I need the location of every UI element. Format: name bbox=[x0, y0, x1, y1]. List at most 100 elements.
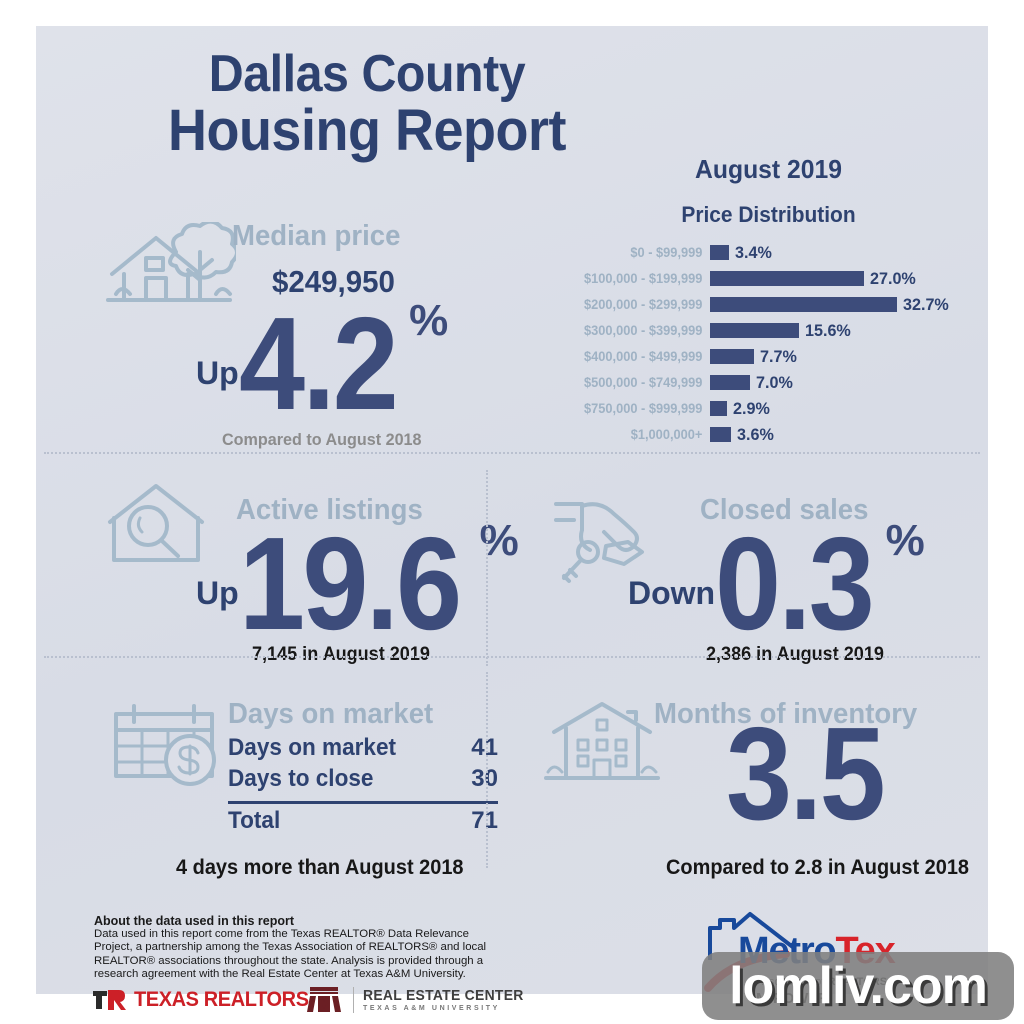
bar-track: 7.0% bbox=[710, 373, 976, 393]
active-listings-change: Up 19.6 % bbox=[196, 509, 519, 657]
bar-fill bbox=[710, 349, 754, 364]
bar-track: 15.6% bbox=[710, 321, 976, 341]
bar-track: 3.6% bbox=[710, 425, 976, 445]
rec-line-1: REAL ESTATE CENTER bbox=[363, 988, 524, 1004]
bar-row: $400,000 - $499,999 7.7% bbox=[556, 344, 976, 369]
bar-category-label: $0 - $99,999 bbox=[630, 245, 703, 260]
bar-track: 7.7% bbox=[710, 347, 976, 367]
bar-row: $200,000 - $299,999 32.7% bbox=[556, 292, 976, 317]
active-listings-direction: Up bbox=[196, 575, 239, 611]
bar-category-label: $100,000 - $199,999 bbox=[584, 271, 703, 286]
active-listings-note: 7,145 in August 2019 bbox=[252, 644, 430, 665]
bar-fill bbox=[710, 245, 730, 260]
bar-value-label: 27.0% bbox=[870, 268, 917, 288]
bar-row: $0 - $99,999 3.4% bbox=[556, 240, 976, 265]
bar-value-label: 2.9% bbox=[732, 398, 770, 418]
table-row: Days on market 41 bbox=[228, 734, 498, 765]
bar-fill bbox=[710, 427, 731, 442]
real-estate-center-logo: REAL ESTATE CENTER TEXAS A&M UNIVERSITY bbox=[304, 986, 530, 1014]
bar-row: $1,000,000+ 3.6% bbox=[556, 422, 976, 447]
price-distribution-chart: $0 - $99,999 3.4% $100,000 - $199,999 27.0%… bbox=[556, 240, 976, 448]
table-row-label: Days on market bbox=[228, 734, 397, 761]
bar-fill bbox=[710, 271, 865, 286]
watermark-text: lomliv.com bbox=[729, 957, 988, 1015]
watermark-plate bbox=[702, 952, 1014, 1020]
bar-category-label: $300,000 - $399,999 bbox=[584, 323, 703, 338]
months-of-inventory-heading: Months of inventory bbox=[654, 698, 918, 730]
bar-category-label: $500,000 - $749,999 bbox=[584, 375, 703, 390]
divider-row-2 bbox=[44, 656, 980, 658]
closed-sales-change: Down 0.3 % bbox=[628, 509, 925, 657]
bar-track: 27.0% bbox=[710, 269, 976, 289]
median-price-change: Up 4.2 % bbox=[196, 289, 449, 437]
apartment-building-icon bbox=[544, 702, 660, 780]
texas-realtors-mark-icon bbox=[92, 988, 126, 1012]
page-title: Dallas County Housing Report bbox=[132, 45, 602, 164]
bar-fill bbox=[710, 375, 750, 390]
bar-row: $300,000 - $399,999 15.6% bbox=[556, 318, 976, 343]
median-change-value: 4.2 bbox=[238, 289, 399, 437]
table-row-value: 41 bbox=[471, 734, 498, 761]
bar-value-label: 7.7% bbox=[760, 346, 797, 366]
logo-separator bbox=[353, 987, 354, 1013]
bar-row: $750,000 - $999,999 2.9% bbox=[556, 396, 976, 421]
months-of-inventory-value: 3.5 bbox=[726, 700, 886, 847]
divider-col-row-3 bbox=[486, 672, 488, 868]
active-listings-value: 19.6 bbox=[238, 509, 462, 657]
table-row-value: 30 bbox=[471, 765, 498, 792]
hand-keys-icon bbox=[554, 502, 644, 583]
median-price-value: $249,950 bbox=[272, 264, 395, 299]
bar-value-label: 15.6% bbox=[805, 320, 851, 340]
bar-row: $500,000 - $749,999 7.0% bbox=[556, 370, 976, 395]
texas-realtors-label: TEXAS REALTORS bbox=[134, 988, 309, 1011]
about-data-body: Data used in this report come from the T… bbox=[94, 928, 487, 981]
median-price-note: Compared to August 2018 bbox=[222, 430, 422, 449]
bar-value-label: 32.7% bbox=[902, 294, 949, 314]
bar-track: 3.4% bbox=[710, 243, 976, 263]
texas-realtors-logo: TEXAS REALTORS bbox=[92, 988, 318, 1012]
bar-value-label: 7.0% bbox=[756, 372, 793, 392]
calendar-dollar-icon bbox=[114, 704, 216, 786]
report-month: August 2019 bbox=[695, 154, 842, 184]
days-on-market-note: 4 days more than August 2018 bbox=[176, 856, 464, 879]
bar-category-label: $200,000 - $299,999 bbox=[584, 297, 703, 312]
closed-sales-percent-symbol: % bbox=[885, 516, 925, 565]
closed-sales-note: 2,386 in August 2019 bbox=[706, 644, 884, 665]
price-distribution-title: Price Distribution bbox=[681, 202, 856, 227]
active-listings-heading: Active listings bbox=[236, 494, 423, 526]
table-total-value: 71 bbox=[471, 807, 498, 834]
closed-sales-value: 0.3 bbox=[715, 509, 875, 657]
months-of-inventory-value-wrap: 3.5 bbox=[726, 700, 901, 847]
real-estate-center-text: REAL ESTATE CENTER TEXAS A&M UNIVERSITY bbox=[363, 988, 530, 1012]
title-line-2: Housing Report bbox=[167, 98, 567, 164]
bar-track: 32.7% bbox=[710, 295, 976, 315]
table-row-label: Days to close bbox=[228, 765, 374, 792]
bar-fill bbox=[710, 323, 800, 338]
divider-row-1 bbox=[44, 452, 980, 454]
closed-sales-direction: Down bbox=[628, 575, 716, 611]
house-magnifier-icon bbox=[108, 484, 204, 562]
bar-value-label: 3.6% bbox=[736, 424, 774, 444]
title-line-1: Dallas County bbox=[208, 45, 526, 103]
bar-category-label: $1,000,000+ bbox=[630, 427, 703, 442]
bar-fill bbox=[710, 297, 897, 312]
bar-fill bbox=[710, 401, 727, 416]
about-data-title: About the data used in this report bbox=[94, 914, 295, 928]
house-with-tree-icon bbox=[106, 222, 236, 302]
median-percent-symbol: % bbox=[409, 296, 449, 345]
bar-category-label: $750,000 - $999,999 bbox=[584, 401, 703, 416]
texas-am-mark-icon bbox=[304, 986, 344, 1014]
table-total-label: Total bbox=[228, 807, 281, 834]
median-direction-label: Up bbox=[196, 355, 239, 391]
days-on-market-heading: Days on market bbox=[228, 698, 434, 730]
days-on-market-table: Days on market 41 Days to close 30 Total 71 bbox=[228, 734, 498, 838]
divider-col-row-2 bbox=[486, 470, 488, 666]
months-of-inventory-note: Compared to 2.8 in August 2018 bbox=[666, 856, 970, 879]
bar-row: $100,000 - $199,999 27.0% bbox=[556, 266, 976, 291]
median-price-heading: Median price bbox=[232, 220, 401, 252]
table-row: Days to close 30 bbox=[228, 765, 498, 796]
bar-value-label: 3.4% bbox=[735, 242, 773, 262]
bar-category-label: $400,000 - $499,999 bbox=[584, 349, 703, 364]
rec-line-2: TEXAS A&M UNIVERSITY bbox=[363, 1005, 500, 1012]
